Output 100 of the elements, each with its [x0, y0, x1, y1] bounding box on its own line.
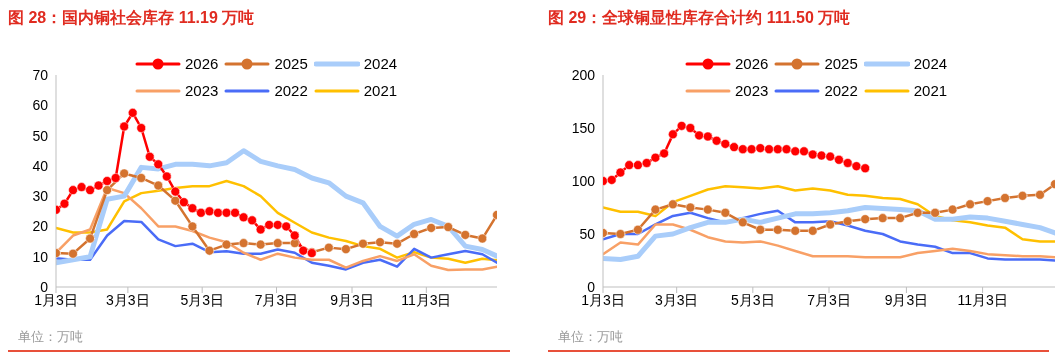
point [255, 239, 266, 250]
point [68, 248, 78, 259]
x-tick-label: 11月3日 [401, 291, 452, 308]
point [460, 230, 471, 240]
point [255, 224, 266, 235]
point [860, 214, 870, 224]
point [170, 195, 181, 206]
point [238, 238, 249, 248]
point [85, 233, 95, 244]
text: 单位：万吨 [558, 328, 623, 346]
point [773, 225, 783, 235]
x-tick-label: 7月3日 [807, 291, 851, 308]
point [860, 163, 870, 174]
point [298, 245, 309, 256]
point [290, 238, 300, 248]
y-tick-label: 70 [32, 66, 49, 83]
point [877, 213, 888, 223]
point [409, 229, 419, 239]
point [426, 223, 436, 233]
point [170, 186, 181, 197]
point [119, 121, 129, 132]
point [128, 108, 138, 118]
point [825, 151, 835, 162]
point [808, 149, 818, 160]
point [668, 199, 678, 210]
point [68, 185, 78, 195]
point [799, 146, 809, 157]
point [711, 135, 722, 146]
point [477, 233, 488, 244]
x-tick-label: 7月3日 [254, 291, 299, 308]
point [764, 144, 774, 154]
point [204, 245, 215, 256]
point [615, 229, 626, 239]
point [755, 143, 766, 153]
legend-label: 2022 [824, 82, 858, 99]
y-tick-label: 10 [32, 248, 49, 265]
point [221, 239, 232, 250]
y-tick-label: 50 [32, 127, 49, 144]
legend-label: 2021 [363, 82, 398, 99]
point [358, 238, 368, 249]
legend-label: 2022 [274, 82, 308, 99]
x-tick-label: 9月3日 [884, 291, 929, 308]
point [153, 180, 164, 191]
point [85, 185, 95, 195]
line-series [56, 219, 497, 271]
point [738, 144, 748, 154]
line-series [603, 185, 1055, 243]
y-tick-label: 40 [32, 157, 49, 174]
y-tick-label: 100 [571, 172, 596, 189]
point [816, 150, 827, 161]
point [119, 168, 129, 179]
legend-label: 2026 [185, 55, 219, 72]
point [912, 208, 923, 218]
y-tick-label: 150 [571, 119, 596, 136]
point [145, 152, 155, 162]
point [668, 129, 678, 140]
x-tick-label: 3月3日 [654, 291, 699, 308]
y-tick-label: 200 [571, 66, 596, 83]
legend-label: 2024 [363, 55, 398, 72]
legend-label: 2023 [185, 82, 219, 99]
point [650, 152, 661, 163]
y-tick-label: 60 [32, 97, 49, 114]
chart-title: 图 29：全球铜显性库存合计约 111.50 万吨 [548, 8, 851, 28]
point [703, 204, 713, 215]
legend-label: 2021 [913, 82, 948, 99]
point [746, 144, 757, 154]
point [720, 139, 731, 149]
point [110, 173, 121, 183]
point [59, 198, 70, 209]
point [247, 215, 257, 226]
point [685, 123, 696, 133]
point [641, 158, 652, 168]
line-series [56, 179, 497, 265]
x-tick-label: 3月3日 [106, 291, 150, 308]
point [76, 182, 87, 192]
point [187, 221, 198, 232]
point [272, 238, 283, 248]
point [694, 130, 704, 141]
point [738, 217, 748, 228]
point [93, 180, 104, 191]
y-tick-label: 50 [579, 225, 596, 242]
point [825, 219, 835, 230]
y-tick-label: 20 [32, 218, 49, 235]
point [808, 226, 818, 236]
point [1000, 193, 1010, 203]
point [703, 131, 713, 142]
point [392, 238, 402, 249]
point [790, 226, 801, 236]
legend-label: 2024 [913, 55, 948, 72]
point [842, 158, 853, 168]
point [102, 185, 112, 195]
point [790, 146, 801, 157]
point [341, 244, 351, 254]
point [685, 202, 696, 213]
point [624, 160, 634, 170]
point [650, 204, 661, 215]
point [238, 212, 249, 223]
point [781, 144, 792, 154]
point [204, 206, 215, 217]
point [324, 242, 334, 253]
